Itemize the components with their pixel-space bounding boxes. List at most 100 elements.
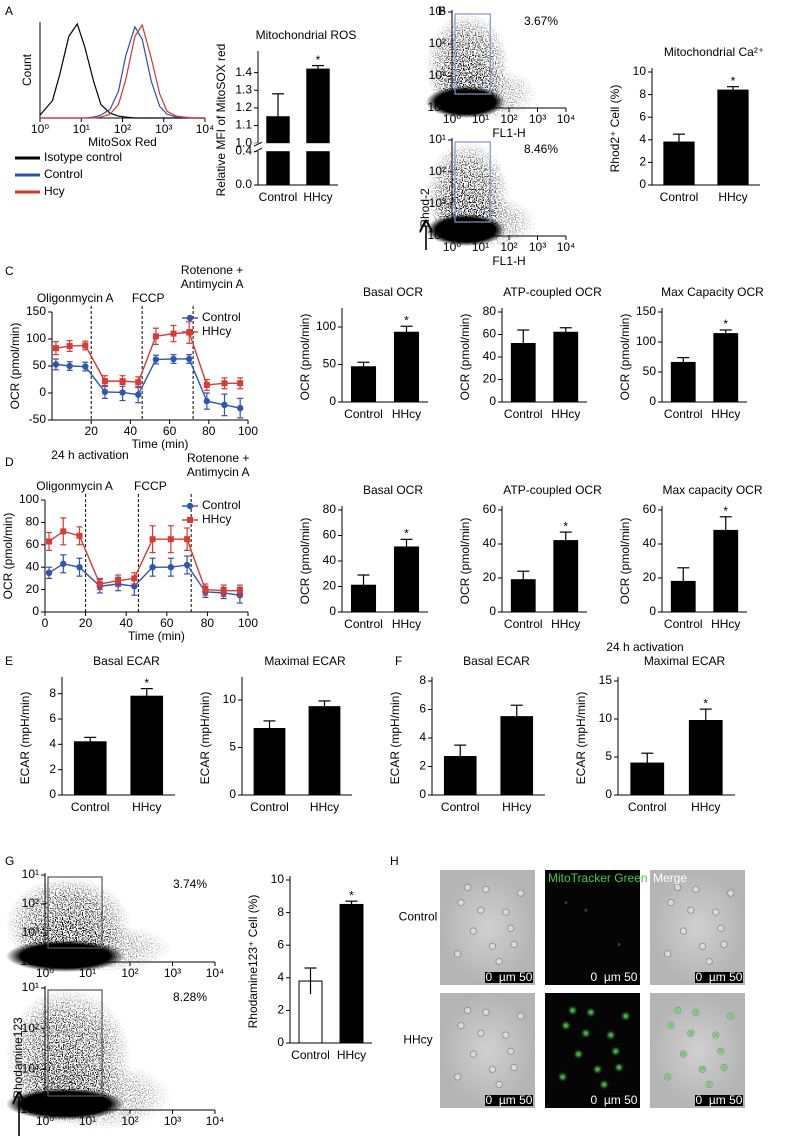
x-tick-label: 10³	[164, 966, 181, 980]
y-tick-label: 10	[271, 872, 285, 886]
x-tick-label: Control	[250, 800, 289, 814]
cell-fluorescence	[563, 1022, 569, 1029]
y-tick-label: 1.2	[235, 100, 252, 114]
y-tick-label: 40	[26, 559, 40, 573]
x-axis-label: Time (min)	[128, 629, 185, 643]
y-tick-label: 40	[323, 553, 337, 567]
y-tick-label: 2	[639, 155, 646, 169]
y-tick-label: 4	[49, 737, 56, 751]
legend-label: Control	[202, 310, 241, 324]
y-tick-label: 50	[643, 364, 657, 378]
y-tick-label: 2	[277, 1003, 284, 1017]
x-tick-label: HHcy	[551, 617, 580, 631]
scale-bar-label: 0 µm 50	[486, 1093, 533, 1107]
bar	[500, 716, 534, 796]
point	[170, 355, 177, 363]
cell-fluorescence	[617, 943, 621, 946]
cell-fluorescence	[680, 1051, 686, 1057]
x-tick-label: 10²	[114, 122, 131, 136]
x-tick-label: HHcy	[711, 617, 740, 631]
bar	[339, 903, 364, 1044]
cell	[517, 889, 525, 897]
x-tick-label: HHcy	[310, 800, 339, 814]
significance-mark: *	[703, 696, 708, 710]
y-tick-label: 1.3	[235, 82, 252, 96]
cell	[469, 1050, 477, 1058]
legend-marker	[187, 517, 193, 523]
y-tick-label: 8	[49, 686, 56, 700]
cell-fluorescence	[665, 1074, 671, 1080]
scale-bar-box	[695, 972, 743, 983]
y-tick-label: 10⁴	[427, 100, 446, 114]
point	[167, 536, 174, 543]
cell	[698, 942, 707, 950]
y-axis-label: Count	[20, 53, 34, 86]
column-label: Merge	[653, 871, 687, 885]
x-tick-label: HHcy	[711, 407, 740, 421]
x-tick-label: 10²	[121, 966, 138, 980]
panel-label: D	[5, 455, 14, 469]
y-tick-label: 80	[26, 515, 40, 529]
event-label: Antimycin A	[187, 465, 250, 479]
x-tick-label: Control	[291, 1048, 330, 1062]
event-label: Rotenone +	[187, 451, 249, 465]
point	[131, 575, 138, 582]
x-tick-label: HHcy	[132, 800, 161, 814]
y-tick-label: 60	[323, 528, 337, 542]
y-tick-label: 0.4	[235, 143, 252, 157]
scale-bar-label: 0 µm 50	[591, 1093, 638, 1107]
panel-label: C	[5, 264, 14, 278]
x-tick-label: 100	[238, 616, 258, 630]
point	[119, 378, 126, 385]
axis-break-mark	[253, 141, 263, 147]
bar	[393, 546, 420, 613]
y-axis-label: Rhodamine123⁺ Cell (%)	[246, 895, 260, 1029]
point	[135, 391, 142, 398]
cell	[463, 883, 472, 892]
gate	[454, 13, 491, 95]
y-tick-label: 4	[419, 730, 426, 744]
x-tick-label: Control	[504, 407, 543, 421]
cell	[687, 906, 695, 914]
cell	[705, 957, 713, 966]
cell	[454, 1073, 462, 1081]
point	[202, 586, 209, 593]
point	[101, 388, 109, 396]
y-tick-label: 0	[605, 787, 612, 801]
x-tick-label: HHcy	[551, 407, 580, 421]
cell	[477, 1029, 485, 1037]
cell	[457, 1021, 465, 1030]
y-tick-label: 20	[483, 372, 497, 386]
cell	[692, 885, 700, 893]
y-tick-label: 80	[483, 304, 497, 318]
gate-percent: 8.28%	[173, 990, 207, 1004]
cell	[477, 906, 485, 914]
y-tick-label: 10²	[22, 896, 39, 910]
legend-marker	[187, 329, 193, 335]
cell-fluorescence	[583, 1030, 589, 1036]
y-tick-label: 0	[329, 394, 336, 408]
y-axis-label: ECAR (mpH/min)	[574, 692, 588, 785]
cell-fluorescence	[693, 1009, 699, 1015]
cell-fluorescence	[601, 1081, 607, 1088]
cell-fluorescence	[612, 1048, 619, 1055]
y-tick-label: 60	[26, 537, 40, 551]
x-tick-label: 10¹	[472, 240, 489, 254]
x-tick-label: Control	[71, 800, 110, 814]
cell	[463, 1006, 472, 1015]
y-tick-label: 0	[419, 787, 426, 801]
chart-title: Max Capacity OCR	[661, 285, 764, 299]
chart-title: Basal ECAR	[463, 654, 530, 668]
cell	[507, 1047, 515, 1055]
point	[149, 564, 156, 571]
x-tick-label: 10³	[164, 1114, 181, 1128]
y-tick-label: 20	[323, 579, 337, 593]
y-tick-label: 1.0	[235, 135, 252, 149]
bar	[688, 720, 723, 796]
point	[76, 532, 83, 539]
cell-fluorescence	[728, 1013, 734, 1019]
scale-bar-box	[695, 1095, 743, 1106]
cell	[679, 927, 687, 935]
point	[236, 404, 244, 412]
significance-mark: *	[731, 74, 736, 88]
